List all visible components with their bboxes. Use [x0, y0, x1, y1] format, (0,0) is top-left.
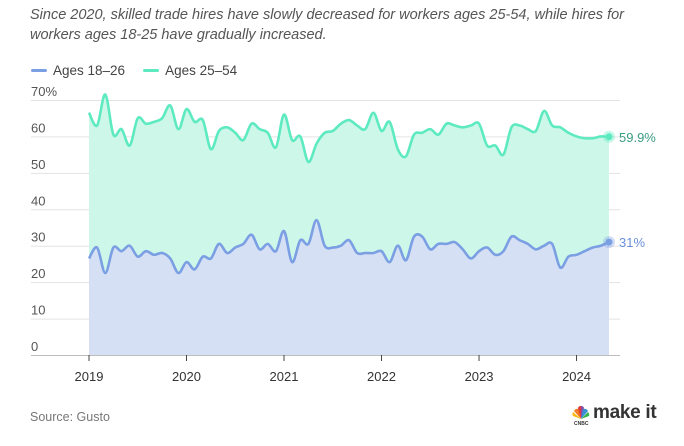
y-tick-label: 10: [31, 303, 45, 318]
brand-network: CNBC: [574, 421, 589, 427]
y-tick-label: 20: [31, 266, 45, 281]
end-label-ages-18-26: 31%: [619, 235, 645, 250]
legend: Ages 18–26 Ages 25–54: [31, 63, 255, 78]
x-tick-label: 2019: [75, 369, 104, 384]
x-tick-label: 2020: [172, 369, 201, 384]
x-tick-label: 2023: [465, 369, 494, 384]
x-tick-label: 2024: [562, 369, 591, 384]
brand-text: make it: [593, 402, 657, 423]
end-marker-ages-18-26: [605, 238, 613, 246]
end-marker-ages-25-54: [605, 133, 613, 141]
y-tick-label: 70%: [31, 84, 57, 99]
x-tick-label: 2021: [270, 369, 299, 384]
legend-item-young: Ages 18–26: [31, 63, 125, 78]
source-note: Source: Gusto: [30, 410, 110, 424]
legend-label-young: Ages 18–26: [53, 63, 126, 78]
end-label-ages-25-54: 59.9%: [619, 130, 656, 145]
chart-subtitle: Since 2020, skilled trade hires have slo…: [30, 7, 624, 43]
area-ages-18-26: [89, 220, 609, 355]
legend-label-old: Ages 25–54: [165, 63, 238, 78]
peacock-icon: [572, 406, 590, 419]
legend-item-old: Ages 25–54: [143, 63, 237, 78]
legend-swatch-old: [143, 69, 160, 72]
y-tick-label: 50: [31, 157, 45, 172]
brand-logo: make it CNBC: [572, 402, 657, 427]
data-points: [88, 94, 610, 274]
y-tick-label: 30: [31, 230, 45, 245]
y-tick-label: 0: [31, 339, 38, 354]
y-tick-label: 40: [31, 193, 45, 208]
y-tick-label: 60: [31, 120, 45, 135]
x-tick-label: 2022: [367, 369, 396, 384]
legend-swatch-young: [31, 69, 47, 72]
